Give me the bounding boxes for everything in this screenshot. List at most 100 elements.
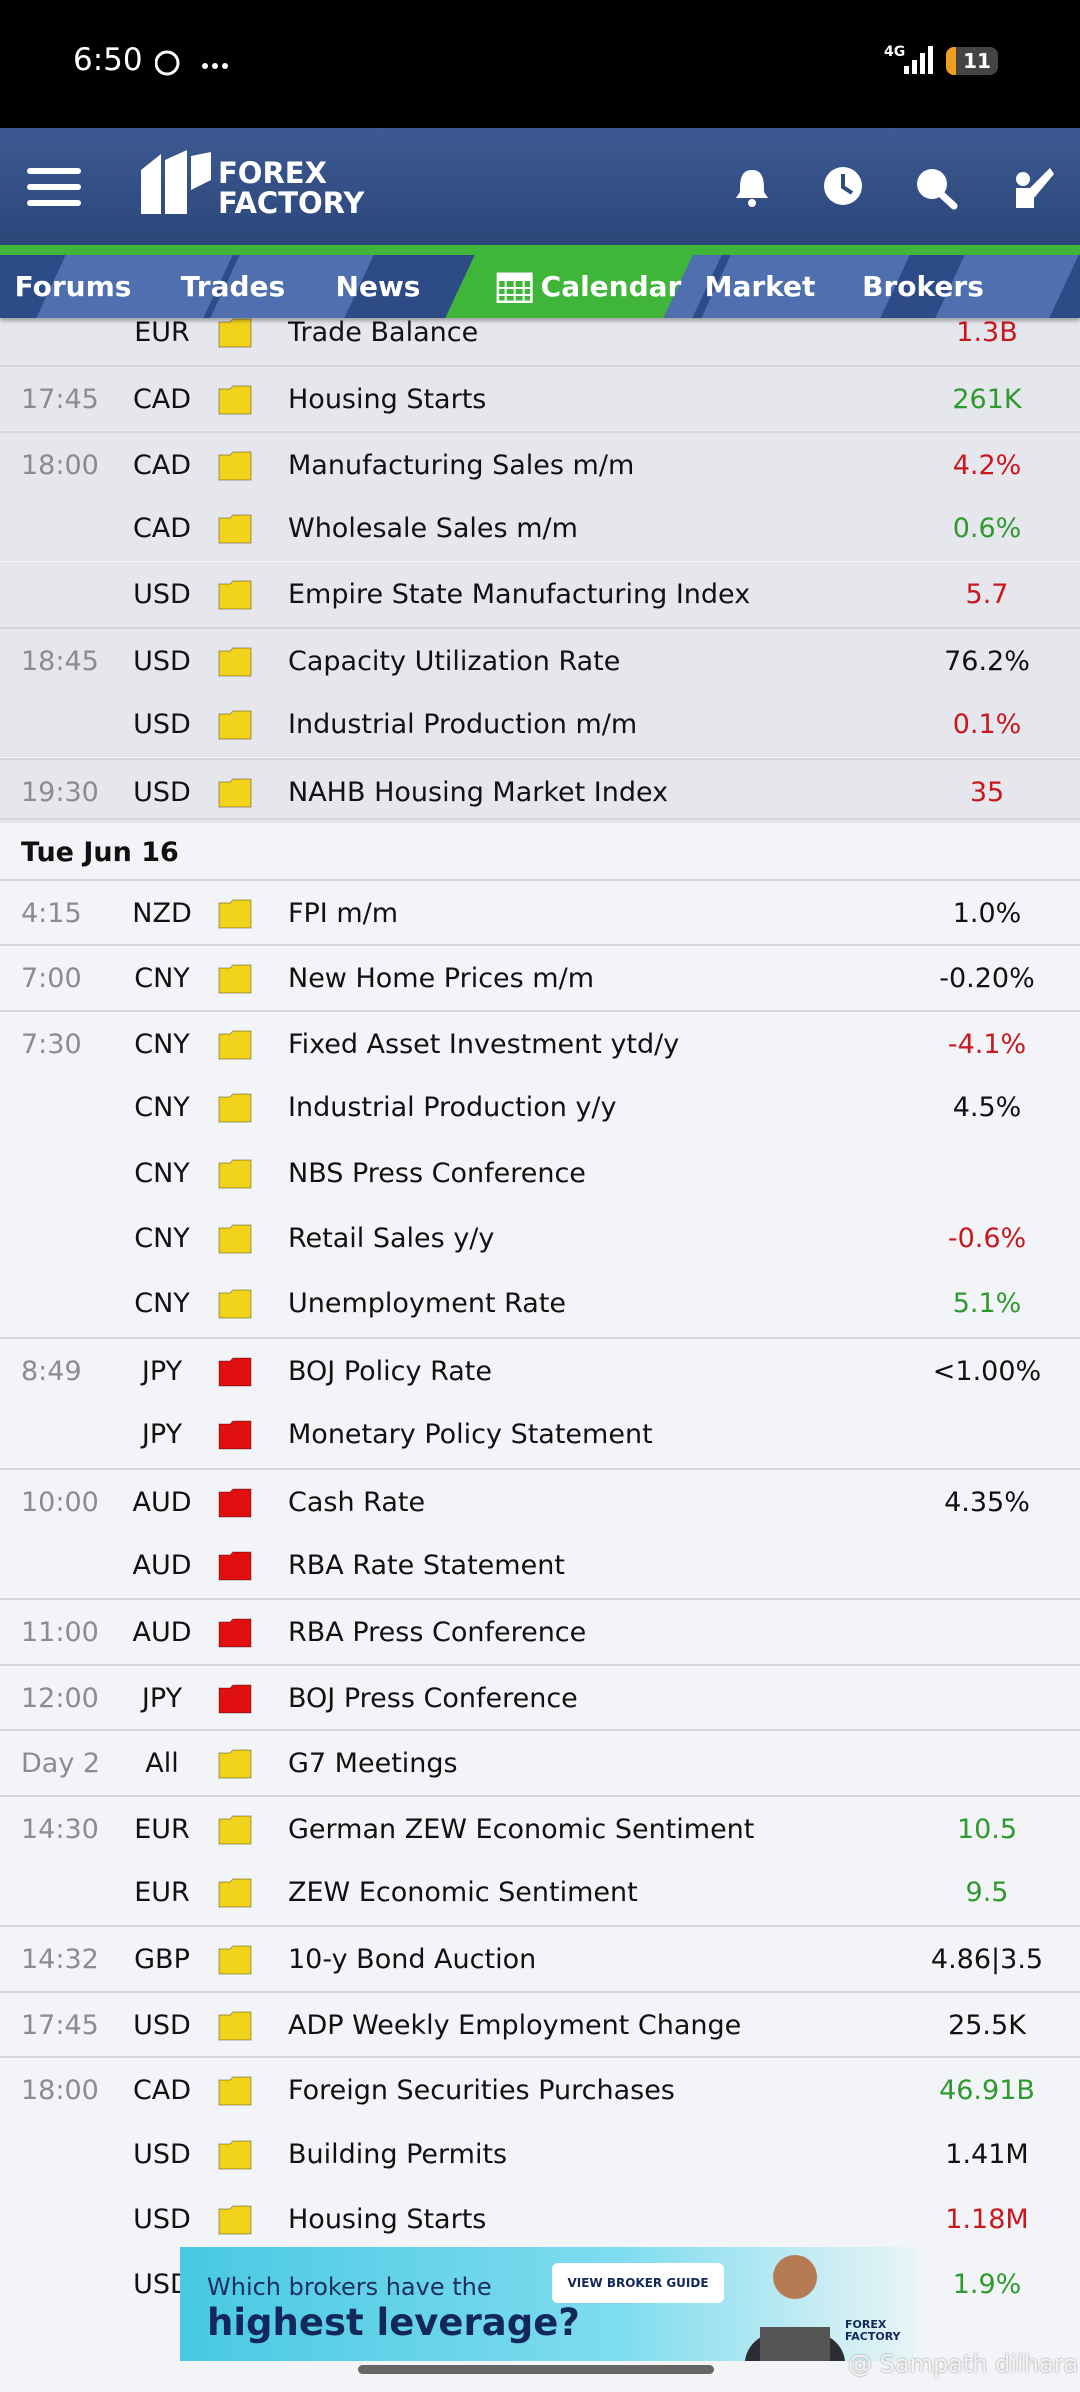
tab[interactable]: News xyxy=(335,270,421,303)
currency: EUR xyxy=(134,1877,190,1908)
currency: CNY xyxy=(134,1092,190,1124)
impact-icon[interactable] xyxy=(218,1030,252,1060)
account-button[interactable] xyxy=(1016,168,1054,208)
impact-icon[interactable] xyxy=(218,514,252,544)
ad-button[interactable]: VIEW BROKER GUIDE xyxy=(552,2263,724,2303)
impact-icon[interactable] xyxy=(218,385,252,415)
search-button[interactable] xyxy=(917,169,958,210)
impact-icon[interactable] xyxy=(218,1749,252,1779)
currency: All xyxy=(145,1748,179,1780)
currency: USD xyxy=(133,646,191,677)
impact-icon[interactable] xyxy=(218,1945,252,1975)
impact-icon[interactable] xyxy=(218,2076,252,2106)
actual-value: 1.18M xyxy=(945,2204,1029,2235)
event-title: ZEW Economic Sentiment xyxy=(288,1877,638,1908)
impact-icon[interactable] xyxy=(218,1159,252,1189)
event-time: Day 2 xyxy=(21,1748,101,1780)
currency: NZD xyxy=(132,898,192,929)
calendar-row: CNY NBS Press Conference xyxy=(0,1141,1080,1206)
impact-icon[interactable] xyxy=(218,318,252,348)
impact-icon[interactable] xyxy=(218,1618,252,1648)
network-type: 4G xyxy=(884,44,906,60)
impact-icon[interactable] xyxy=(218,451,252,481)
ad-text: Which brokers have the xyxy=(207,2273,492,2301)
event-time: 4:15 xyxy=(21,898,82,929)
event-title: New Home Prices m/m xyxy=(288,963,595,995)
event-title: Unemployment Rate xyxy=(288,1288,567,1320)
impact-icon[interactable] xyxy=(218,2140,252,2170)
impact-icon[interactable] xyxy=(218,1488,252,1518)
impact-icon[interactable] xyxy=(218,2011,252,2041)
calendar-row: 17:45 USD ADP Weekly Employment Change 25.5… xyxy=(0,1990,1080,2056)
header-icons xyxy=(736,167,1054,210)
calendar-row: 18:45 USD Capacity Utilization Rate 76.2% xyxy=(0,627,1080,692)
calendar-row: CNY Unemployment Rate 5.1% xyxy=(0,1271,1080,1336)
actual-value: 0.1% xyxy=(952,709,1022,741)
history-button[interactable] xyxy=(824,167,862,205)
event-time: 14:30 xyxy=(21,1813,99,1845)
actual-value: 5.1% xyxy=(952,1288,1022,1320)
calendar-row: JPY Monetary Policy Statement xyxy=(0,1402,1080,1467)
impact-icon[interactable] xyxy=(218,1289,252,1319)
actual-value: 35 xyxy=(969,776,1005,808)
notifications-button[interactable] xyxy=(736,170,768,207)
tab-bar: Forums Trades News Calendar Market Brokers xyxy=(0,255,1080,318)
actual-value: 5.7 xyxy=(965,578,1009,610)
event-title: Cash Rate xyxy=(288,1486,426,1518)
impact-icon[interactable] xyxy=(218,1093,252,1123)
impact-icon[interactable] xyxy=(218,1878,252,1908)
tab[interactable]: Brokers xyxy=(862,270,984,303)
event-time: 7:00 xyxy=(21,963,82,995)
impact-icon[interactable] xyxy=(218,1551,252,1581)
actual-value: -0.6% xyxy=(947,1223,1027,1254)
impact-icon[interactable] xyxy=(218,899,252,929)
event-time: 11:00 xyxy=(21,1617,99,1649)
event-title: ADP Weekly Employment Change xyxy=(288,2009,742,2041)
event-title: Industrial Production y/y xyxy=(288,1092,617,1124)
impact-icon[interactable] xyxy=(218,964,252,994)
impact-icon[interactable] xyxy=(218,778,252,808)
calendar-row: 11:00 AUD RBA Press Conference xyxy=(0,1598,1080,1663)
tab[interactable]: Trades xyxy=(180,270,286,303)
actual-value: 25.5K xyxy=(948,2009,1026,2041)
impact-icon[interactable] xyxy=(218,1420,252,1450)
currency: GBP xyxy=(134,1944,190,1976)
event-time: 18:00 xyxy=(21,2075,99,2107)
calendar-row: 18:00 CAD Manufacturing Sales m/m 4.2% xyxy=(0,430,1080,496)
brand-line: FOREX xyxy=(218,156,327,190)
menu-button[interactable] xyxy=(27,168,81,206)
currency: CNY xyxy=(134,1157,190,1189)
impact-icon[interactable] xyxy=(218,1357,252,1387)
impact-icon[interactable] xyxy=(218,710,252,740)
calendar-row: EUR ZEW Economic Sentiment 9.5 xyxy=(0,1860,1080,1925)
battery: 11 xyxy=(946,47,998,75)
header-accent xyxy=(0,245,1080,255)
battery-level: 11 xyxy=(963,49,991,73)
calendar-row: 17:45 CAD Housing Starts 261K xyxy=(0,365,1080,431)
event-title: Wholesale Sales m/m xyxy=(288,513,578,545)
tab[interactable]: Market xyxy=(704,270,816,303)
event-time: 8:49 xyxy=(21,1355,82,1387)
impact-icon[interactable] xyxy=(218,580,252,610)
impact-icon[interactable] xyxy=(218,1684,252,1714)
logo-text[interactable]: FOREX FACTORY xyxy=(218,158,364,218)
calendar-row: 7:30 CNY Fixed Asset Investment ytd/y -4.1% xyxy=(0,1009,1080,1075)
event-time: 19:30 xyxy=(21,776,99,808)
day-title: Tue Jun 16 xyxy=(21,837,179,868)
brand-line: FACTORY xyxy=(218,186,365,220)
event-title: Manufacturing Sales m/m xyxy=(288,449,635,481)
tab[interactable]: Forums xyxy=(14,270,132,303)
event-title: G7 Meetings xyxy=(288,1748,458,1780)
impact-icon[interactable] xyxy=(218,2205,252,2235)
tab[interactable]: Calendar xyxy=(496,255,681,318)
impact-icon[interactable] xyxy=(218,647,252,677)
ad-banner[interactable]: Which brokers have the highest leverage?… xyxy=(180,2247,915,2361)
event-title: German ZEW Economic Sentiment xyxy=(288,1813,755,1845)
event-title: FPI m/m xyxy=(288,898,399,929)
actual-value: 4.86|3.5 xyxy=(930,1944,1044,1976)
day-header: Tue Jun 16 xyxy=(0,818,1080,883)
actual-value: 4.35% xyxy=(944,1486,1030,1518)
event-title: NAHB Housing Market Index xyxy=(288,776,669,808)
impact-icon[interactable] xyxy=(218,1224,252,1254)
impact-icon[interactable] xyxy=(218,1815,252,1845)
